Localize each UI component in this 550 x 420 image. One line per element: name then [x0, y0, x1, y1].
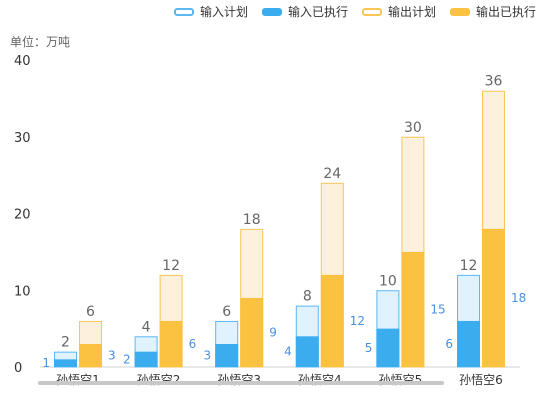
legend-item-input-executed[interactable]: 输入已执行	[261, 3, 348, 20]
bar-input-executed[interactable]	[376, 328, 400, 367]
bar-output-executed[interactable]	[79, 343, 102, 367]
data-label-input-executed: 3	[204, 348, 212, 362]
bar-input-executed[interactable]	[134, 351, 158, 367]
legend-swatch-input-plan	[173, 7, 194, 16]
data-label-output-executed: 15	[430, 302, 445, 316]
data-label-output-executed: 9	[269, 325, 277, 339]
bar-input-executed[interactable]	[295, 336, 319, 367]
data-label-input-plan: 12	[460, 258, 478, 274]
bar-output-executed[interactable]	[240, 297, 264, 367]
data-label-input-plan: 4	[142, 319, 151, 335]
y-tick-label: 30	[14, 131, 31, 146]
legend-label-output-executed: 输出已执行	[475, 5, 536, 19]
legend-swatch-output-plan	[361, 7, 382, 16]
data-label-input-plan: 6	[222, 304, 231, 320]
data-label-output-plan: 6	[86, 304, 95, 320]
data-label-output-executed: 6	[189, 337, 197, 351]
data-label-input-plan: 8	[303, 289, 312, 305]
data-label-output-executed: 18	[511, 291, 526, 305]
legend-label-output-plan: 输出计划	[387, 5, 436, 19]
data-label-input-executed: 1	[42, 356, 50, 370]
data-label-input-executed: 2	[123, 352, 131, 366]
bar-input-executed[interactable]	[457, 320, 480, 367]
data-label-output-plan: 12	[162, 258, 180, 274]
data-label-output-plan: 18	[243, 212, 261, 228]
bar-output-executed[interactable]	[401, 251, 425, 367]
legend-swatch-output-executed	[449, 7, 470, 16]
legend-label-input-executed: 输入已执行	[287, 5, 348, 19]
bar-output-executed[interactable]	[159, 320, 183, 367]
data-label-input-plan: 2	[61, 335, 70, 351]
data-label-input-executed: 4	[284, 345, 292, 359]
data-label-input-plan: 10	[379, 273, 397, 289]
bar-output-executed[interactable]	[482, 228, 505, 367]
data-label-output-executed: 3	[108, 348, 116, 362]
x-tick-label: 孙悟空6	[459, 372, 503, 387]
y-tick-label: 20	[14, 208, 31, 223]
y-tick-label: 0	[14, 361, 22, 376]
unit-label: 单位：万吨	[10, 35, 71, 49]
horizontal-scrollbar[interactable]	[38, 381, 444, 385]
data-label-output-plan: 30	[404, 120, 422, 136]
legend-swatch-input-executed	[261, 7, 282, 16]
data-label-input-executed: 5	[365, 341, 373, 355]
data-label-input-executed: 6	[445, 337, 453, 351]
legend: 输入计划 输入已执行 输出计划 输出已执行	[173, 3, 536, 20]
data-label-output-executed: 12	[350, 314, 365, 328]
bar-output-executed[interactable]	[320, 274, 344, 367]
legend-item-output-executed[interactable]: 输出已执行	[449, 3, 536, 20]
legend-item-output-plan[interactable]: 输出计划	[361, 3, 436, 20]
bar-input-executed[interactable]	[54, 359, 77, 367]
y-tick-label: 10	[14, 284, 31, 299]
legend-label-input-plan: 输入计划	[199, 5, 248, 19]
data-label-output-plan: 24	[323, 166, 341, 182]
y-tick-label: 40	[14, 54, 31, 69]
data-label-output-plan: 36	[485, 74, 503, 90]
legend-item-input-plan[interactable]: 输入计划	[173, 3, 248, 20]
bar-input-executed[interactable]	[215, 343, 239, 367]
